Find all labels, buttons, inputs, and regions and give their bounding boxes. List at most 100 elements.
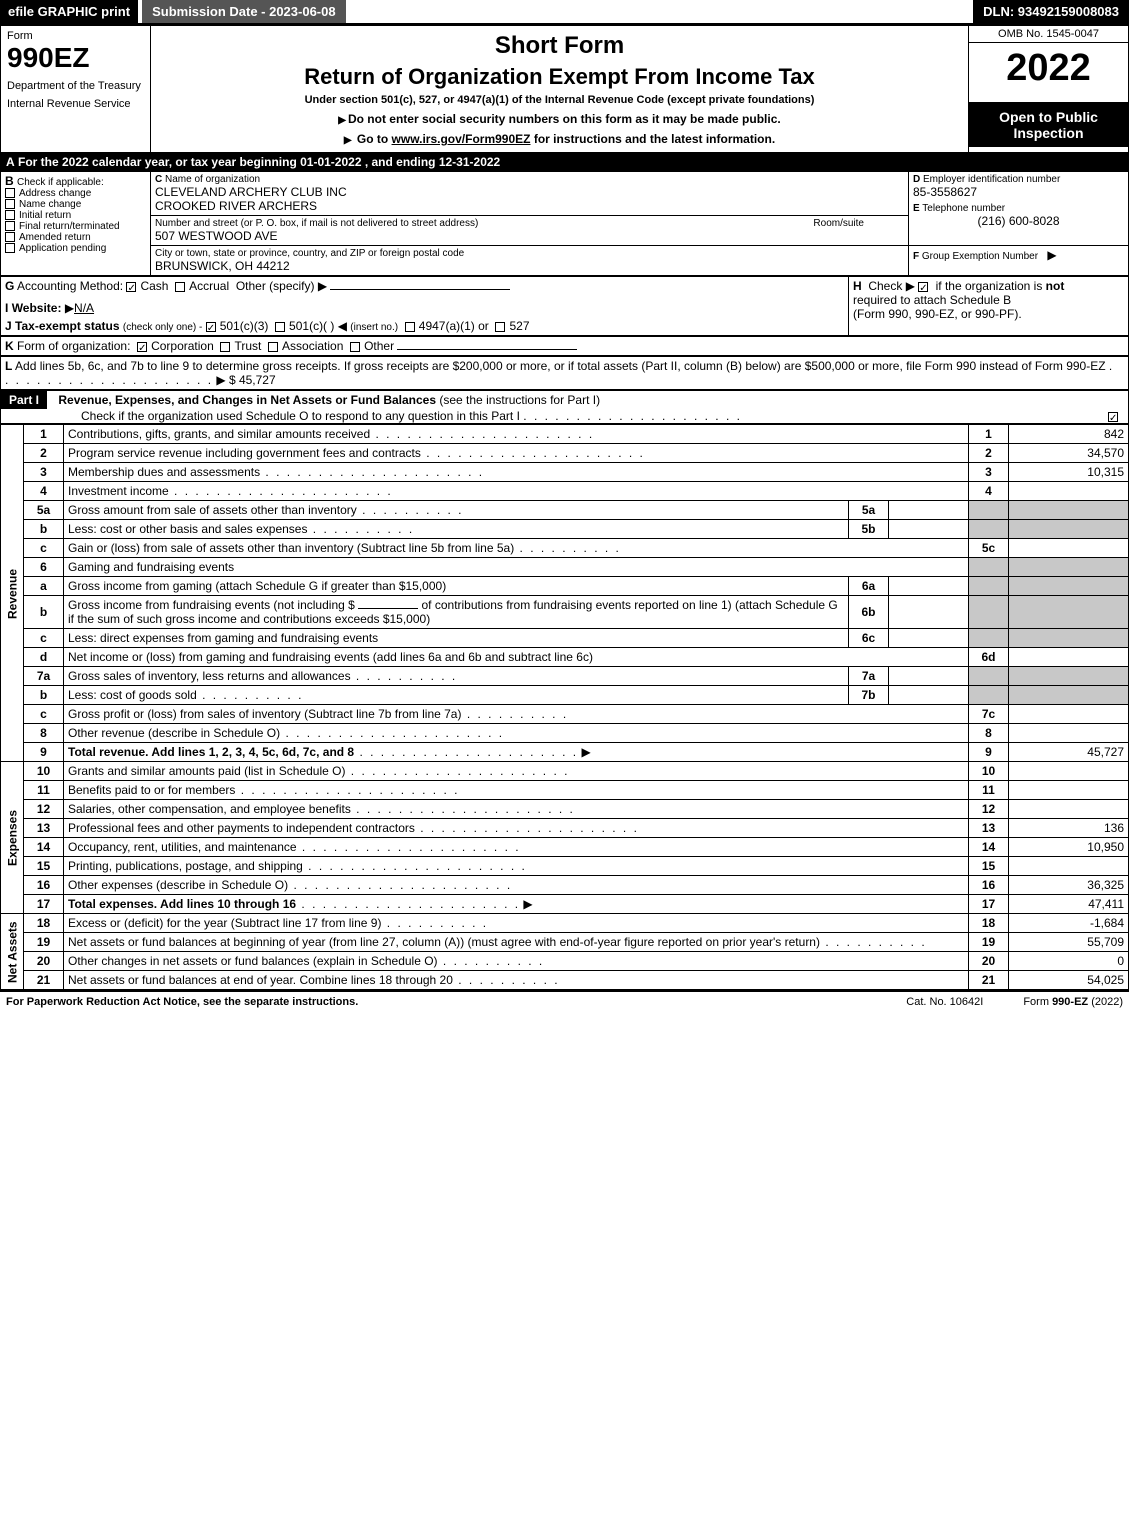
checkbox-application-pending[interactable] — [5, 243, 15, 253]
section-f-cell: F Group Exemption Number ▶ — [909, 246, 1129, 276]
line-num: 15 — [24, 857, 64, 876]
line-desc: Gross profit or (loss) from sales of inv… — [68, 707, 461, 721]
line-desc: Gaming and fundraising events — [64, 558, 969, 577]
line-num: c — [24, 629, 64, 648]
grey-cell — [969, 558, 1009, 577]
checkbox-association[interactable] — [268, 342, 278, 352]
opt-final-return: Final return/terminated — [19, 221, 120, 232]
checkbox-527[interactable] — [495, 322, 505, 332]
table-row: 19 Net assets or fund balances at beginn… — [1, 933, 1129, 952]
line-subval — [889, 501, 969, 520]
table-row: 4 Investment income 4 — [1, 482, 1129, 501]
line-subnum: 7a — [849, 667, 889, 686]
line-desc: Gross income from gaming (attach Schedul… — [64, 577, 849, 596]
k-trust: Trust — [234, 339, 261, 353]
checkbox-cash[interactable] — [126, 282, 136, 292]
g-other-input[interactable] — [330, 289, 510, 290]
dln-label: DLN: 93492159008083 — [973, 0, 1129, 23]
line6b-blank[interactable] — [358, 608, 418, 609]
table-row: Net Assets 18 Excess or (deficit) for th… — [1, 914, 1129, 933]
top-bar: efile GRAPHIC print Submission Date - 20… — [0, 0, 1129, 25]
line-num: c — [24, 705, 64, 724]
e-label: Telephone number — [922, 203, 1005, 214]
irs-link[interactable]: www.irs.gov/Form990EZ — [392, 132, 531, 146]
opt-initial-return: Initial return — [19, 210, 71, 221]
line-rnum: 2 — [969, 444, 1009, 463]
grey-cell — [969, 686, 1009, 705]
line-desc: Gross income from fundraising events (no… — [68, 598, 355, 612]
line-subnum: 6b — [849, 596, 889, 629]
line-num: 16 — [24, 876, 64, 895]
checkbox-other[interactable] — [350, 342, 360, 352]
checkbox-name-change[interactable] — [5, 199, 15, 209]
j-note: (check only one) - — [123, 322, 202, 333]
efile-print-button[interactable]: efile GRAPHIC print — [0, 0, 138, 23]
footer-formref: Form 990-EZ (2022) — [1023, 996, 1123, 1008]
checkbox-amended-return[interactable] — [5, 232, 15, 242]
line-num: 1 — [24, 425, 64, 444]
line-rnum: 9 — [969, 743, 1009, 762]
line-rnum: 6d — [969, 648, 1009, 667]
form-number-cell: Form 990EZ Department of the Treasury In… — [1, 26, 151, 153]
goto-pre: Go to — [357, 132, 392, 146]
checkbox-accrual[interactable] — [175, 282, 185, 292]
checkbox-4947[interactable] — [405, 322, 415, 332]
grey-cell — [969, 501, 1009, 520]
line-desc: Total revenue. Add lines 1, 2, 3, 4, 5c,… — [68, 745, 354, 759]
checkbox-initial-return[interactable] — [5, 210, 15, 220]
line-num: 20 — [24, 952, 64, 971]
part1-header-table: Part I Revenue, Expenses, and Changes in… — [0, 390, 1129, 424]
part1-check-line: Check if the organization used Schedule … — [81, 409, 520, 423]
line-val — [1009, 762, 1129, 781]
g-cash: Cash — [140, 279, 168, 293]
checkbox-trust[interactable] — [220, 342, 230, 352]
checkbox-schedule-o[interactable] — [1108, 412, 1118, 422]
k-other-input[interactable] — [397, 349, 577, 350]
line-rnum: 19 — [969, 933, 1009, 952]
table-row: 3 Membership dues and assessments 3 10,3… — [1, 463, 1129, 482]
identity-table: B Check if applicable: Address change Na… — [0, 171, 1129, 276]
checkbox-final-return[interactable] — [5, 221, 15, 231]
submission-date-label: Submission Date - 2023-06-08 — [142, 0, 346, 23]
l-text: Add lines 5b, 6c, and 7b to line 9 to de… — [15, 359, 1106, 373]
checkbox-corporation[interactable] — [137, 342, 147, 352]
k-corp: Corporation — [151, 339, 214, 353]
line-rnum: 18 — [969, 914, 1009, 933]
line-subnum: 6a — [849, 577, 889, 596]
line-subval — [889, 629, 969, 648]
line-val: 136 — [1009, 819, 1129, 838]
line-rnum: 11 — [969, 781, 1009, 800]
h-not: not — [1046, 279, 1065, 293]
h-t2: if the organization is — [936, 279, 1046, 293]
line-num: 18 — [24, 914, 64, 933]
checkbox-address-change[interactable] — [5, 188, 15, 198]
line-rnum: 10 — [969, 762, 1009, 781]
line-val — [1009, 648, 1129, 667]
section-g: G Accounting Method: Cash Accrual Other … — [1, 277, 849, 336]
line-rnum: 20 — [969, 952, 1009, 971]
table-row: 6 Gaming and fundraising events — [1, 558, 1129, 577]
table-row: c Less: direct expenses from gaming and … — [1, 629, 1129, 648]
under-section: Under section 501(c), 527, or 4947(a)(1)… — [161, 94, 958, 106]
line-desc: Benefits paid to or for members — [68, 783, 235, 797]
line-val: 10,315 — [1009, 463, 1129, 482]
line-rnum: 7c — [969, 705, 1009, 724]
line-subval — [889, 667, 969, 686]
line-val: 54,025 — [1009, 971, 1129, 990]
line-num: 4 — [24, 482, 64, 501]
line-num: b — [24, 686, 64, 705]
section-h: H Check ▶ if the organization is not req… — [849, 277, 1129, 336]
street-value: 507 WESTWOOD AVE — [155, 229, 904, 243]
checkbox-501c[interactable] — [275, 322, 285, 332]
table-row: 11 Benefits paid to or for members 11 — [1, 781, 1129, 800]
checkbox-501c3[interactable] — [206, 322, 216, 332]
table-row: 12 Salaries, other compensation, and emp… — [1, 800, 1129, 819]
checkbox-h[interactable] — [918, 282, 928, 292]
i-label: Website: — [12, 301, 62, 315]
return-title: Return of Organization Exempt From Incom… — [161, 64, 958, 90]
line-num: 6 — [24, 558, 64, 577]
h-check: Check ▶ — [868, 279, 915, 293]
table-row: 2 Program service revenue including gove… — [1, 444, 1129, 463]
grey-cell — [1009, 558, 1129, 577]
table-row: 9 Total revenue. Add lines 1, 2, 3, 4, 5… — [1, 743, 1129, 762]
